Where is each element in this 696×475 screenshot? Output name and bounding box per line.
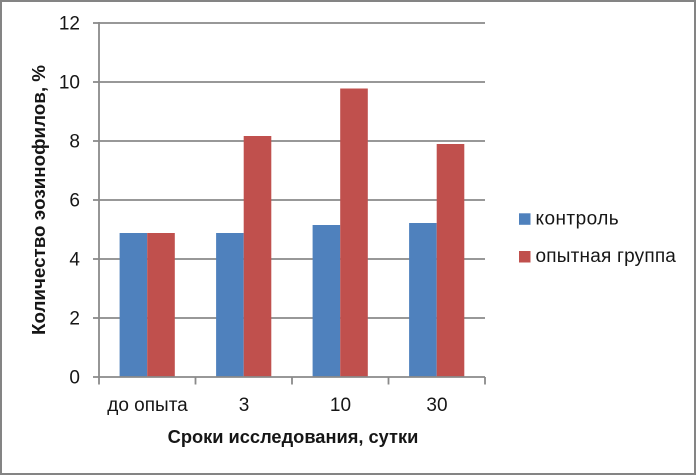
svg-text:опытная группа: опытная группа [536, 246, 677, 267]
svg-text:6: 6 [69, 191, 80, 212]
svg-text:4: 4 [69, 250, 80, 271]
svg-text:0: 0 [69, 368, 80, 389]
svg-text:до опыта: до опыта [107, 395, 188, 416]
svg-text:2: 2 [69, 309, 80, 330]
svg-text:8: 8 [69, 132, 80, 153]
svg-text:3: 3 [239, 395, 250, 416]
svg-text:Сроки исследования, сутки: Сроки исследования, сутки [168, 427, 419, 447]
svg-text:30: 30 [426, 395, 447, 416]
svg-text:10: 10 [59, 73, 80, 94]
svg-text:контроль: контроль [536, 209, 620, 230]
svg-text:12: 12 [59, 14, 80, 35]
svg-text:Количество эозинофилов, %: Количество эозинофилов, % [29, 65, 49, 335]
svg-text:10: 10 [330, 395, 351, 416]
